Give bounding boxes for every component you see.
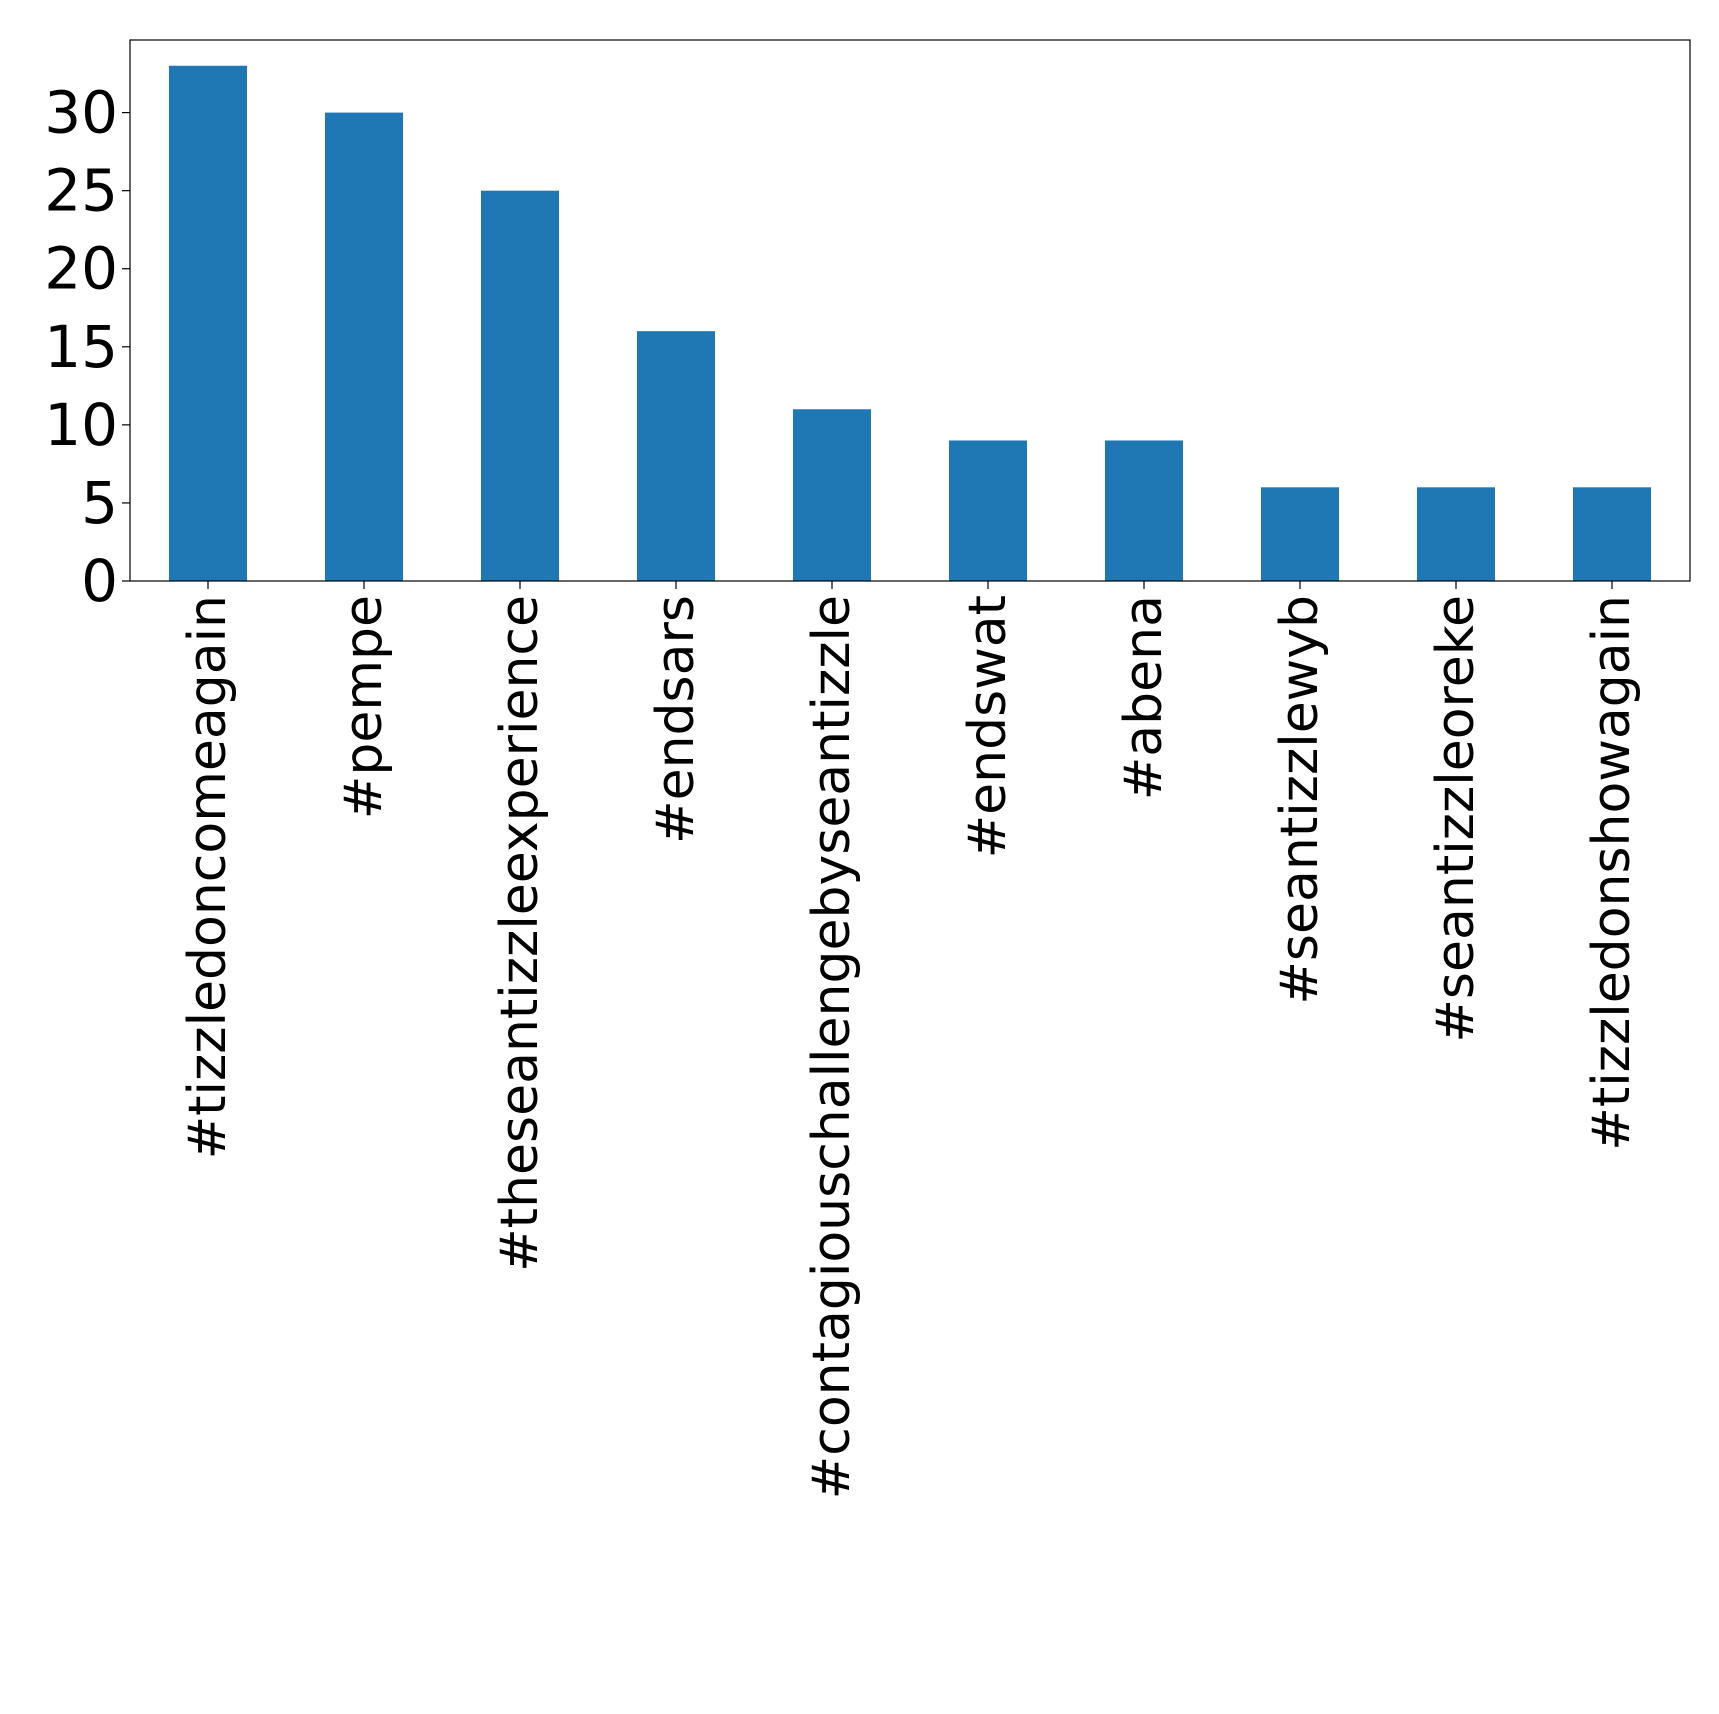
x-tick-label: #endswat <box>958 595 1018 858</box>
y-tick-label: 10 <box>44 391 118 459</box>
x-axis: #tizzledoncomeagain #pempe #theseantizzlee… <box>178 581 1642 1499</box>
x-tick-label: #abena <box>1114 595 1174 800</box>
y-tick-label: 5 <box>81 469 118 537</box>
x-tick-label: #endsars <box>646 595 706 844</box>
bar-0 <box>169 65 247 581</box>
bars-group <box>169 65 1651 582</box>
y-tick-label: 15 <box>44 313 118 381</box>
x-tick-label: #tizzledoncomeagain <box>178 595 238 1159</box>
x-tick-label: #theseantizzleexperience <box>490 595 550 1272</box>
bar-1 <box>325 112 403 581</box>
bar-8 <box>1417 487 1495 581</box>
bar-6 <box>1105 440 1183 581</box>
y-axis: 0 5 10 15 20 25 30 <box>44 79 130 615</box>
y-tick-label: 25 <box>44 157 118 225</box>
bar-4 <box>793 409 871 581</box>
x-tick-label: #seantizzlewyb <box>1270 595 1330 1005</box>
bar-9 <box>1573 487 1651 581</box>
y-tick-label: 0 <box>81 547 118 615</box>
bar-3 <box>637 331 715 581</box>
x-tick-label: #tizzledonshowagain <box>1582 595 1642 1151</box>
x-tick-label: #seantizzleoreke <box>1426 595 1486 1043</box>
plot-frame <box>129 39 1691 582</box>
x-tick-label: #pempe <box>334 595 394 819</box>
x-tick-label: #contagiouschallengebyseantizzle <box>802 595 862 1499</box>
y-tick-label: 30 <box>44 79 118 147</box>
y-tick-label: 20 <box>44 235 118 303</box>
bar-5 <box>949 440 1027 581</box>
bar-2 <box>481 190 559 582</box>
bar-7 <box>1261 487 1339 581</box>
